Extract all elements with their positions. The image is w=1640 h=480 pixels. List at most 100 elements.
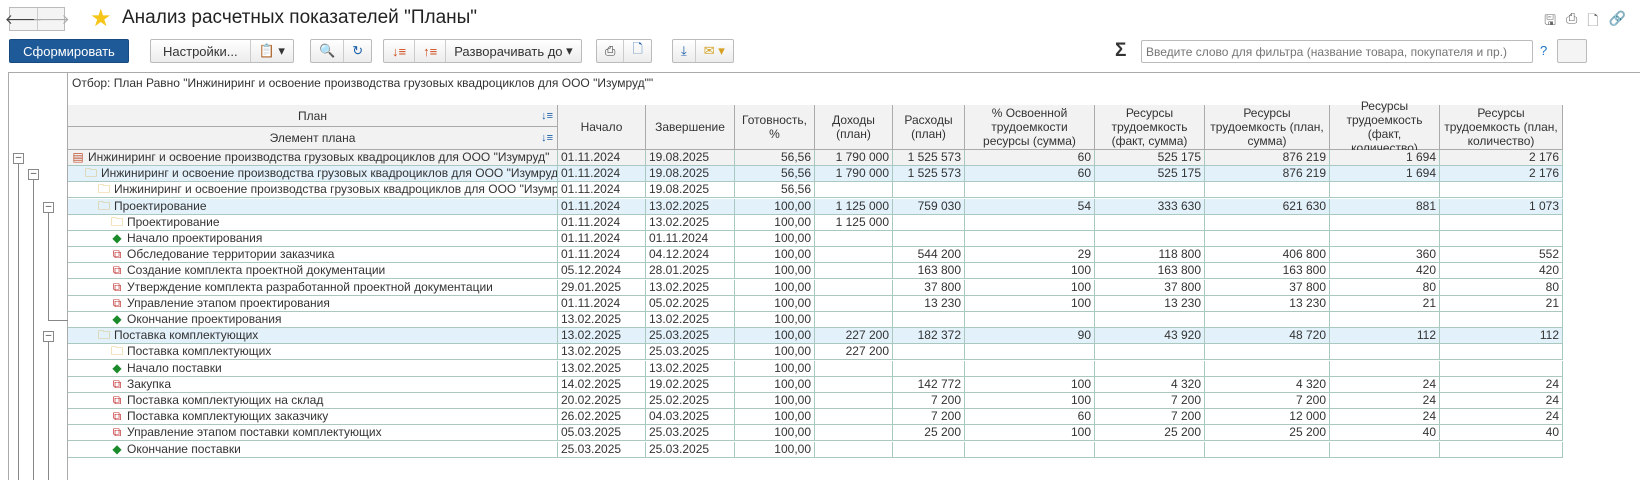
cell-pct	[965, 231, 1095, 247]
cell-rfq	[1330, 214, 1440, 231]
table-row-name[interactable]: ⧉ Создание комплекта проектной документац…	[68, 263, 558, 280]
tree-gutter	[8, 72, 68, 480]
table-row-name[interactable]: 🗀 Инжиниринг и освоение производства груз…	[68, 166, 558, 183]
filter-input[interactable]	[1141, 40, 1533, 63]
cell-start: 13.02.2025	[558, 312, 646, 328]
cell-ready: 100,00	[735, 312, 815, 328]
tree-line	[48, 320, 68, 321]
table-row-name[interactable]: ⧉ Управление этапом проектирования	[68, 295, 558, 312]
table-row-name[interactable]: ⧉ Обследование территории заказчика	[68, 247, 558, 264]
cell-income	[815, 376, 893, 393]
header-rps[interactable]: Ресурсы трудоемкость (план, сумма)	[1205, 105, 1330, 150]
header-start[interactable]: Начало	[558, 105, 646, 150]
preview-icon[interactable]: 🗋	[1587, 12, 1599, 28]
collapse-button[interactable]: –	[43, 331, 54, 343]
print-icon[interactable]: ⎙	[1566, 10, 1578, 26]
sort-asc-icon[interactable]: ↑≡	[414, 40, 445, 62]
header-plan[interactable]: План ↓≡	[68, 105, 558, 127]
table-row-name[interactable]: ◆ Начало проектирования	[68, 231, 558, 247]
header-rpq[interactable]: Ресурсы трудоемкость (план, количество)	[1440, 105, 1563, 150]
cell-pct	[965, 182, 1095, 199]
cell-income: 1 790 000	[815, 150, 893, 166]
header-pct[interactable]: % Освоенной трудоемкости ресурсы (сумма)	[965, 105, 1095, 150]
save-icon[interactable]: 🖫	[1544, 12, 1557, 28]
link-icon[interactable]: 🔗	[1608, 10, 1626, 26]
collapse-button[interactable]: –	[43, 201, 54, 213]
sort-icon[interactable]: ↓≡	[541, 109, 553, 122]
header-income[interactable]: Доходы (план)	[815, 105, 893, 150]
cell-rps: 12 000	[1205, 409, 1330, 426]
cell-pct	[965, 312, 1095, 328]
table-row-name[interactable]: ◆ Начало поставки	[68, 360, 558, 377]
expand-to-dropdown[interactable]: Разворачивать до ▾	[445, 40, 580, 62]
more-button[interactable]	[1557, 39, 1587, 63]
window-actions: 🖫 ⎙ 🗋 🔗	[1544, 10, 1626, 34]
table-row-name[interactable]: ◆ Окончание поставки	[68, 441, 558, 458]
cell-rps: 876 219	[1205, 166, 1330, 183]
generate-button[interactable]: Сформировать	[9, 39, 129, 63]
cell-end: 05.02.2025	[646, 295, 735, 312]
folder-icon: 🗀	[98, 198, 111, 213]
row-label: Поставка комплектующих	[127, 344, 272, 359]
cell-rps	[1205, 344, 1330, 361]
download-icon[interactable]: ⤓	[681, 43, 687, 58]
table-row-name[interactable]: ⧉ Управление этапом поставки комплектующи…	[68, 425, 558, 442]
table-row-name[interactable]: ◆ Окончание проектирования	[68, 312, 558, 328]
cell-income	[815, 279, 893, 296]
cell-start: 29.01.2025	[558, 279, 646, 296]
print-icon[interactable]: ⎙	[605, 43, 616, 58]
search-icon[interactable]: 🔍	[319, 43, 336, 58]
sort-icon[interactable]: ↓≡	[541, 132, 553, 144]
table-row-name[interactable]: 🗀 Проектирование	[68, 198, 558, 215]
email-icon[interactable]: ✉ ▾	[694, 40, 733, 62]
search-group: 🔍 ↻	[310, 39, 373, 63]
cell-start: 01.11.2024	[558, 182, 646, 199]
header-rfs[interactable]: Ресурсы трудоемкость (факт, сумма)	[1095, 105, 1205, 150]
cell-start: 01.11.2024	[558, 198, 646, 215]
cell-income: 1 125 000	[815, 214, 893, 231]
cell-ready: 100,00	[735, 279, 815, 296]
header-expense[interactable]: Расходы (план)	[893, 105, 965, 150]
cell-start: 01.11.2024	[558, 247, 646, 264]
table-row-name[interactable]: 🗀 Поставка комплектующих	[68, 344, 558, 361]
cell-rfq: 40	[1330, 425, 1440, 442]
search-advanced-icon[interactable]: ↻	[343, 40, 371, 62]
sort-desc-icon[interactable]: ↓≡	[392, 43, 407, 59]
row-label: Окончание поставки	[127, 441, 241, 456]
cell-rpq: 21	[1440, 295, 1563, 312]
cell-income: 227 200	[815, 328, 893, 345]
cell-ready: 100,00	[735, 198, 815, 215]
collapse-button[interactable]: –	[13, 153, 24, 164]
star-icon[interactable]: ★	[90, 5, 112, 32]
header-rfq[interactable]: Ресурсы трудоемкость (факт, количество)	[1330, 99, 1440, 155]
header-end[interactable]: Завершение	[646, 105, 735, 150]
table-row-name[interactable]: 🗀 Проектирование	[68, 214, 558, 231]
cell-end: 19.08.2025	[646, 150, 735, 166]
table-row-name[interactable]: ⧉ Закупка	[68, 376, 558, 393]
cell-rps: 876 219	[1205, 150, 1330, 166]
arrow-right-icon[interactable]: 🡒	[32, 8, 70, 30]
task-icon: ⧉	[112, 409, 122, 424]
row-label: Поставка комплектующих на склад	[127, 393, 324, 407]
tree-line	[18, 164, 19, 480]
arrow-left-icon[interactable]: 🡐	[4, 10, 43, 27]
header-ready[interactable]: Готовность, %	[735, 105, 815, 150]
table-row-name[interactable]: ⧉ Поставка комплектующих на склад	[68, 393, 558, 409]
table-row-name[interactable]: ⧉ Поставка комплектующих заказчику	[68, 409, 558, 426]
print-preview-icon[interactable]: 🗋	[623, 40, 650, 62]
settings-button[interactable]: Настройки...	[163, 43, 238, 59]
cell-income: 227 200	[815, 344, 893, 361]
table-row-name[interactable]: 🗀 Поставка комплектующих	[68, 328, 558, 345]
milestone-icon: ◆	[112, 441, 122, 456]
cell-rfq	[1330, 344, 1440, 361]
table-row-name[interactable]: ▤ Инжиниринг и освоение производства груз…	[68, 150, 558, 166]
table-row-name[interactable]: ⧉ Утверждение комплекта разработанной про…	[68, 279, 558, 296]
cell-end: 13.02.2025	[646, 360, 735, 377]
help-link[interactable]: ?	[1540, 43, 1548, 58]
table-row-name[interactable]: 🗀 Инжиниринг и освоение производства груз…	[68, 182, 558, 199]
header-element[interactable]: Элемент плана ↓≡	[68, 127, 558, 150]
sum-icon[interactable]: Σ	[1115, 40, 1127, 61]
variant-dropdown[interactable]: 📋 ▾	[249, 40, 293, 62]
collapse-button[interactable]: –	[28, 169, 39, 181]
task-icon: ⧉	[112, 279, 122, 294]
